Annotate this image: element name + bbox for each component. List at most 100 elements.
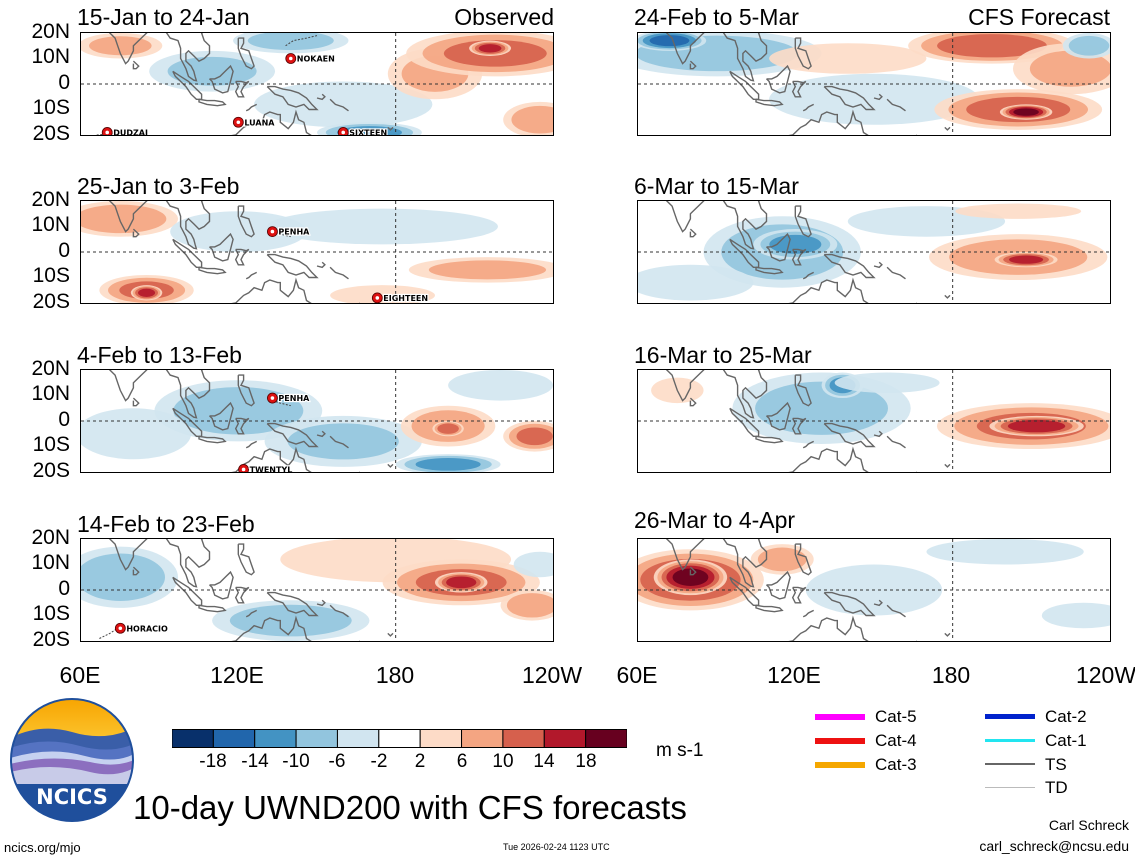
coastline [802, 103, 815, 112]
colorbar-box [543, 729, 587, 748]
shaded-contour [1068, 35, 1110, 56]
coastline [132, 228, 140, 238]
legend-swatch-cat2 [985, 714, 1035, 719]
map-panel-3: PENHA EIGHTEEN [80, 200, 554, 304]
coastline [329, 266, 349, 280]
storm-eye [270, 396, 275, 400]
coastline [873, 261, 883, 269]
shaded-contour [506, 593, 553, 618]
panel-title-6: 16-Mar to 25-Mar [634, 342, 812, 368]
colorbar-tick-label: -6 [328, 751, 346, 772]
map-panel-5: PENHA TWENTYL [80, 369, 554, 473]
storm-eye [288, 56, 293, 61]
lat-tick-label: 20N [31, 188, 70, 211]
map-panel-1: NOKAEN DUDZAI LUANA SIXTEEN [80, 32, 554, 136]
colorbar-tick-label: 18 [575, 751, 597, 772]
shaded-contour [769, 73, 979, 125]
storm-eye [118, 626, 123, 631]
coastline [108, 33, 148, 65]
coastline [791, 417, 807, 435]
shaded-contour [428, 260, 547, 280]
lat-tick-label: 20S [32, 628, 70, 651]
panel-title-1: 15-Jan to 24-Jan [77, 4, 250, 30]
coastlines [108, 33, 394, 135]
coastline [944, 294, 951, 299]
lat-tick-label: 10N [31, 382, 70, 405]
storm-label: LUANA [244, 118, 275, 127]
storm-marker: SIXTEEN [337, 127, 388, 135]
coastline [823, 591, 876, 617]
shaded-contour [926, 539, 1084, 565]
coastline [245, 609, 258, 618]
legend-label-ts: TS [1045, 755, 1067, 774]
colorbar-tick-label: -10 [282, 751, 310, 772]
map-svg-8 [638, 539, 1110, 641]
colorbar-tick-label: 10 [492, 751, 514, 772]
panel-title-8: 26-Mar to 4-Apr [634, 507, 796, 533]
panel-title-4: 6-Mar to 15-Mar [634, 173, 799, 199]
shaded-contour [448, 370, 553, 401]
coastline [788, 277, 869, 303]
legend-swatch-td [985, 787, 1035, 788]
coastline [231, 109, 312, 135]
coastline [873, 93, 883, 101]
coastline [237, 374, 255, 407]
storm-label: HORACIO [126, 624, 168, 633]
shaded-contour [138, 288, 156, 297]
coastline [886, 266, 906, 280]
coastline [766, 570, 791, 600]
storm-eye [241, 467, 246, 472]
legend-label-cat3: Cat-3 [875, 755, 917, 774]
coastline [689, 228, 697, 238]
shaded-contour [81, 408, 192, 460]
coastline [165, 370, 211, 419]
panel-title-3: 25-Jan to 3-Feb [77, 173, 240, 199]
shaded-contour [516, 427, 553, 446]
legend-label-td: TD [1045, 778, 1068, 797]
legend-swatch-cat4 [815, 738, 865, 744]
coastline [266, 253, 319, 279]
lat-tick-label: 10S [32, 602, 70, 625]
coastline [316, 93, 326, 101]
shaded-contour [287, 423, 399, 460]
coastline [755, 435, 784, 444]
legend-swatch-ts [985, 763, 1035, 765]
cfs-forecast-label: CFS Forecast [968, 4, 1110, 30]
coastline [823, 422, 876, 448]
map-panel-6 [637, 369, 1111, 473]
coastlines [665, 33, 951, 135]
storm-marker: EIGHTEEN [371, 292, 429, 303]
colorbar-box [461, 729, 504, 748]
coastline [802, 609, 815, 618]
coastline [802, 271, 815, 280]
shaded-contour [1013, 108, 1039, 116]
coastline [234, 248, 250, 266]
coastline [794, 543, 812, 576]
coastline [316, 430, 326, 438]
lon-tick-label: 180 [375, 662, 415, 688]
map-svg-6 [638, 370, 1110, 472]
coastline [234, 417, 250, 435]
chart-title: 10-day UWND200 with CFS forecasts [133, 789, 687, 826]
legend-swatch-cat5 [815, 714, 865, 720]
coastline [791, 586, 807, 604]
coastline [132, 397, 140, 407]
storm-eye [270, 229, 275, 234]
shaded-contour [757, 547, 807, 572]
shaded-contour [511, 105, 553, 134]
coastline [165, 33, 211, 82]
colorbar-box [585, 729, 628, 748]
lat-tick-label: 10S [32, 96, 70, 119]
lat-tick-label: 10N [31, 551, 70, 574]
storm-marker: TWENTYL [238, 464, 293, 472]
lat-tick-label: 20N [31, 20, 70, 43]
coastline [266, 422, 319, 448]
shading-group [638, 539, 1110, 641]
ncics-logo-graphic: NCICS [10, 698, 134, 822]
coastline [108, 370, 148, 402]
colorbar-box [212, 729, 256, 748]
coastline [944, 463, 951, 468]
map-panel-4 [637, 200, 1111, 304]
lat-tick-label: 20S [32, 122, 70, 145]
lon-tick-label: 120W [1075, 662, 1135, 688]
